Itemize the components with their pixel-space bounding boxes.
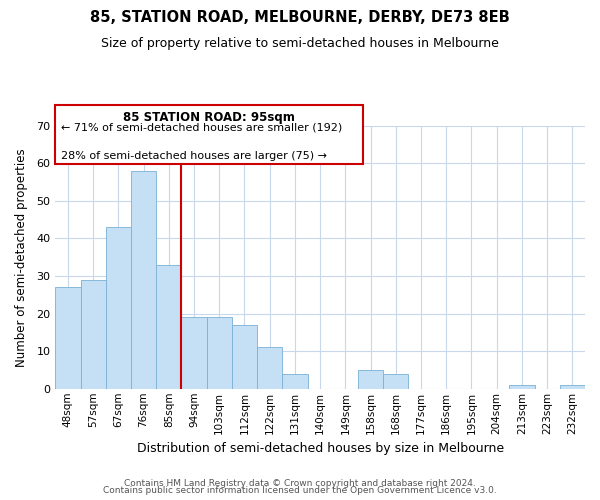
Bar [131, 171, 156, 389]
Bar [206, 318, 232, 389]
Text: Size of property relative to semi-detached houses in Melbourne: Size of property relative to semi-detach… [101, 38, 499, 51]
Text: ← 71% of semi-detached houses are smaller (192): ← 71% of semi-detached houses are smalle… [61, 122, 342, 132]
Bar [283, 374, 308, 389]
Bar [181, 318, 206, 389]
Text: Contains public sector information licensed under the Open Government Licence v3: Contains public sector information licen… [103, 486, 497, 495]
Bar [509, 385, 535, 389]
Bar [55, 288, 80, 389]
Bar [106, 227, 131, 389]
FancyBboxPatch shape [55, 105, 362, 164]
Bar [257, 348, 283, 389]
X-axis label: Distribution of semi-detached houses by size in Melbourne: Distribution of semi-detached houses by … [137, 442, 504, 455]
Bar [383, 374, 409, 389]
Text: 28% of semi-detached houses are larger (75) →: 28% of semi-detached houses are larger (… [61, 152, 326, 162]
Bar [156, 265, 181, 389]
Y-axis label: Number of semi-detached properties: Number of semi-detached properties [15, 148, 28, 366]
Bar [80, 280, 106, 389]
Bar [232, 325, 257, 389]
Bar [358, 370, 383, 389]
Bar [560, 385, 585, 389]
Text: 85, STATION ROAD, MELBOURNE, DERBY, DE73 8EB: 85, STATION ROAD, MELBOURNE, DERBY, DE73… [90, 10, 510, 25]
Text: Contains HM Land Registry data © Crown copyright and database right 2024.: Contains HM Land Registry data © Crown c… [124, 478, 476, 488]
Text: 85 STATION ROAD: 95sqm: 85 STATION ROAD: 95sqm [123, 112, 295, 124]
